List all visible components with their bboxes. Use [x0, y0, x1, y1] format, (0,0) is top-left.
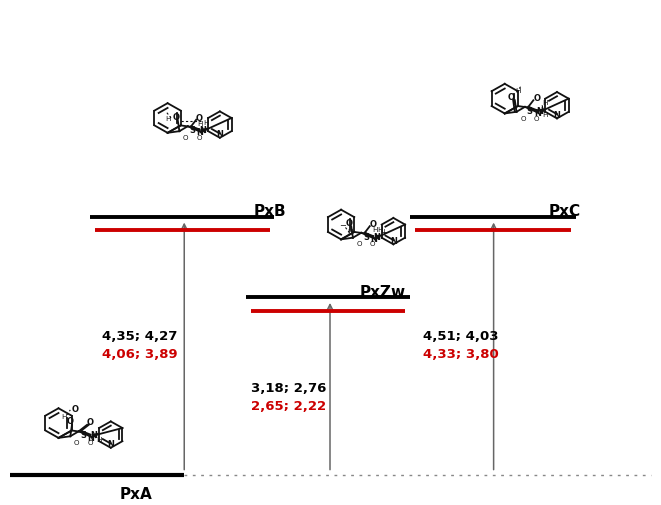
Text: O: O: [370, 241, 375, 247]
Text: H: H: [372, 226, 377, 232]
Text: S: S: [527, 107, 533, 116]
Text: −: −: [339, 221, 346, 230]
Text: 2,65; 2,22: 2,65; 2,22: [251, 399, 326, 412]
Text: O: O: [533, 94, 540, 103]
Text: H: H: [543, 99, 548, 106]
Text: N: N: [216, 130, 223, 139]
Text: O: O: [67, 416, 74, 425]
Text: PxB: PxB: [254, 204, 286, 219]
Text: O: O: [533, 115, 539, 121]
Text: N: N: [553, 111, 561, 120]
Text: O: O: [72, 404, 79, 413]
Text: H: H: [165, 116, 171, 122]
Text: H: H: [204, 120, 209, 126]
Text: H: H: [377, 226, 383, 232]
Text: H: H: [61, 414, 66, 420]
Text: O: O: [86, 417, 93, 426]
Text: N: N: [537, 107, 543, 116]
Text: N: N: [88, 433, 95, 442]
Text: N: N: [91, 430, 97, 439]
Text: S: S: [190, 126, 196, 135]
Text: O: O: [183, 135, 188, 141]
Text: O: O: [196, 114, 203, 122]
Text: H: H: [347, 229, 352, 235]
Text: 4,33; 3,80: 4,33; 3,80: [423, 347, 499, 360]
Text: 4,51; 4,03: 4,51; 4,03: [423, 329, 498, 342]
Text: N: N: [534, 109, 541, 118]
Text: O: O: [87, 439, 93, 445]
Text: PxC: PxC: [548, 204, 580, 219]
Text: S: S: [81, 430, 87, 439]
Text: O: O: [520, 115, 525, 121]
Text: 4,06; 3,89: 4,06; 3,89: [102, 347, 178, 360]
Text: N: N: [197, 128, 204, 137]
Text: PxA: PxA: [120, 486, 153, 501]
Text: PxZw: PxZw: [360, 284, 406, 299]
Text: N: N: [200, 126, 206, 135]
Text: H: H: [97, 436, 102, 442]
Text: O: O: [346, 219, 353, 228]
Text: O: O: [369, 220, 377, 229]
Text: O: O: [196, 135, 202, 141]
Text: 3,18; 2,76: 3,18; 2,76: [251, 382, 326, 394]
Text: O: O: [173, 113, 180, 122]
Text: 4,35; 4,27: 4,35; 4,27: [102, 329, 177, 342]
Text: +: +: [380, 227, 387, 236]
Text: N: N: [107, 439, 114, 448]
Text: N: N: [370, 234, 377, 243]
Text: S: S: [363, 232, 369, 241]
Text: H: H: [543, 112, 548, 118]
Text: O: O: [74, 439, 79, 445]
Text: H: H: [516, 88, 521, 94]
Text: N: N: [390, 236, 397, 245]
Text: O: O: [356, 241, 362, 247]
Text: H: H: [197, 121, 202, 127]
Text: N: N: [373, 232, 380, 241]
Text: O: O: [508, 92, 515, 102]
